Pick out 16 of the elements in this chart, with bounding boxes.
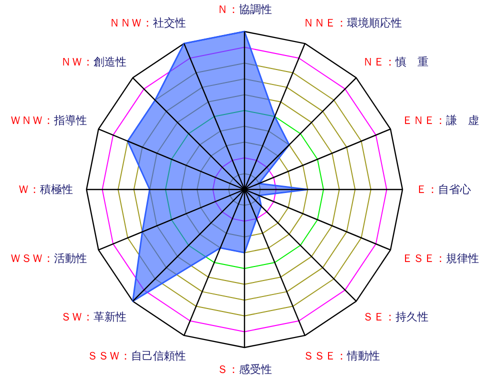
spoke-label: ＳＳＷ：自己信頼性 (87, 349, 186, 362)
spoke-label: ＮＥ：慎 重 (362, 56, 428, 69)
spoke-label: ＮＮＥ：環境順応性 (302, 16, 402, 30)
spoke-label: ＮＷ：創造性 (60, 56, 127, 69)
spoke-label: Ｅ：自省心 (416, 183, 472, 196)
spoke-label: ＮＮＷ：社交性 (109, 16, 186, 30)
spoke-label: ＥＮＥ：謙 虚 (402, 114, 480, 128)
spoke-label: ＥＳＥ：規律性 (402, 252, 480, 265)
spoke-label: ＳＳＥ：情動性 (302, 349, 380, 362)
spoke-label: Ｗ：積極性 (18, 183, 73, 196)
spoke-label: ＷＮＷ：指導性 (10, 114, 87, 128)
spoke-label: ＳＥ：持久性 (362, 310, 428, 324)
spoke-label: ＳＷ：革新性 (60, 310, 127, 324)
spoke-label: Ｎ：協調性 (217, 3, 272, 16)
spoke-label: ＷＳＷ：活動性 (10, 252, 87, 265)
spoke-label: Ｓ：感受性 (217, 363, 272, 376)
